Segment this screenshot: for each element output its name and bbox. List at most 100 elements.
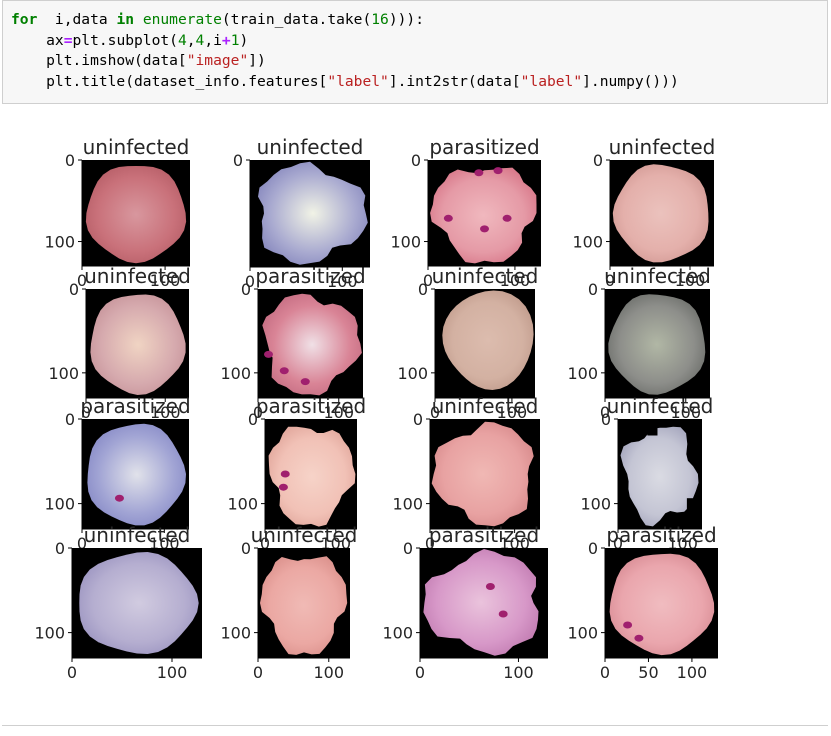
y-tick-label: 100 — [567, 624, 598, 643]
x-tick-label: 100 — [157, 663, 188, 682]
y-tick-label: 100 — [392, 495, 423, 514]
code-token: enumerate — [142, 11, 222, 28]
code-token: i,data — [37, 11, 117, 28]
parasite-spot — [278, 483, 288, 491]
blood-cell — [90, 294, 186, 395]
x-tick-label: 0 — [415, 663, 425, 682]
subplot-title: uninfected — [84, 264, 191, 288]
parasite-spot — [264, 350, 273, 358]
image-gap — [647, 424, 658, 436]
parasite-spot — [498, 610, 508, 618]
x-tick-label: 100 — [677, 663, 708, 682]
y-tick-label: 0 — [55, 539, 65, 558]
subplot-title: uninfected — [84, 523, 191, 547]
x-tick-label: 0 — [600, 403, 610, 422]
blood-cell — [620, 426, 699, 527]
code-token: ]) — [248, 52, 266, 69]
y-tick-label: 0 — [233, 151, 243, 170]
y-tick-label: 0 — [411, 151, 421, 170]
x-tick-label: 0 — [260, 534, 270, 553]
code-editor[interactable]: for i,data in enumerate(train_data.take(… — [11, 10, 679, 92]
y-tick-label: 100 — [220, 364, 251, 383]
parasite-spot — [623, 621, 633, 629]
subplot-title: parasitized — [256, 394, 366, 418]
code-token: 4 — [195, 31, 205, 49]
x-tick-label: 100 — [313, 663, 344, 682]
x-tick-label: 0 — [430, 403, 440, 422]
y-tick-label: 0 — [248, 410, 258, 429]
parasite-spot — [480, 225, 489, 233]
code-token: + — [221, 31, 231, 49]
blood-cell — [431, 421, 534, 527]
code-token: (train_data.take( — [221, 11, 372, 28]
subplot-title: parasitized — [255, 264, 365, 288]
y-tick-label: 100 — [48, 364, 79, 383]
subplot-title: parasitized — [606, 523, 716, 547]
subplot-title: uninfected — [609, 135, 716, 159]
subplot-title: parasitized — [429, 523, 539, 547]
x-tick-label: 0 — [253, 663, 263, 682]
parasite-spot — [485, 583, 495, 590]
x-tick-label: 0 — [77, 534, 87, 553]
subplot-title: uninfected — [257, 135, 364, 159]
x-tick-label: 0 — [81, 403, 91, 422]
subplot-title: uninfected — [251, 523, 358, 547]
parasite-spot — [114, 494, 124, 502]
image-gap — [686, 498, 702, 512]
subplot: 0 100 0 50 100 parasitized — [567, 523, 718, 682]
x-tick-label: 50 — [638, 663, 658, 682]
next-cell[interactable] — [2, 725, 828, 736]
parasite-spot — [502, 214, 512, 222]
blood-cell — [79, 552, 199, 654]
code-token: in — [116, 11, 135, 28]
y-tick-label: 100 — [382, 624, 413, 643]
parasite-spot — [279, 367, 289, 375]
x-tick-label: 0 — [245, 272, 255, 291]
code-token: = — [63, 31, 73, 49]
blood-cell — [268, 426, 356, 527]
output-area: 0 100 0 100 uninfected 0 0 100 uninfected 0 100 0 10… — [0, 106, 831, 726]
parasite-spot — [634, 634, 644, 642]
y-tick-label: 100 — [572, 233, 603, 252]
code-token: "label" — [520, 72, 583, 90]
y-tick-label: 100 — [397, 364, 428, 383]
code-token — [134, 11, 143, 28]
subplot: 0 100 0 100 uninfected — [34, 523, 202, 682]
subplot-title: parasitized — [80, 394, 190, 418]
y-tick-label: 100 — [34, 624, 65, 643]
subplot-title: uninfected — [607, 394, 714, 418]
y-tick-label: 100 — [220, 624, 251, 643]
subplot-title: uninfected — [432, 264, 539, 288]
blood-cell — [609, 553, 715, 656]
code-token: plt.imshow(data[ — [11, 52, 187, 69]
x-tick-label: 100 — [675, 271, 706, 290]
y-tick-label: 0 — [418, 280, 428, 299]
code-token: ) — [239, 31, 249, 49]
blood-cell — [260, 556, 348, 655]
subplot: 0 100 0 100 uninfected — [220, 523, 357, 682]
x-tick-label: 100 — [670, 403, 701, 422]
y-tick-label: 0 — [588, 280, 598, 299]
blood-cell — [423, 549, 539, 656]
y-tick-label: 100 — [227, 495, 258, 514]
code-cell[interactable]: for i,data in enumerate(train_data.take(… — [2, 0, 828, 104]
subplot-title: uninfected — [604, 264, 711, 288]
y-tick-label: 0 — [413, 410, 423, 429]
code-token: , — [186, 31, 196, 49]
subplot-title: uninfected — [432, 394, 539, 418]
y-tick-label: 100 — [44, 495, 75, 514]
x-tick-label: 100 — [503, 663, 534, 682]
y-tick-label: 100 — [44, 233, 75, 252]
blood-cell — [430, 167, 537, 264]
blood-cell — [608, 294, 706, 395]
x-tick-label: 0 — [613, 534, 623, 553]
y-tick-label: 0 — [588, 539, 598, 558]
